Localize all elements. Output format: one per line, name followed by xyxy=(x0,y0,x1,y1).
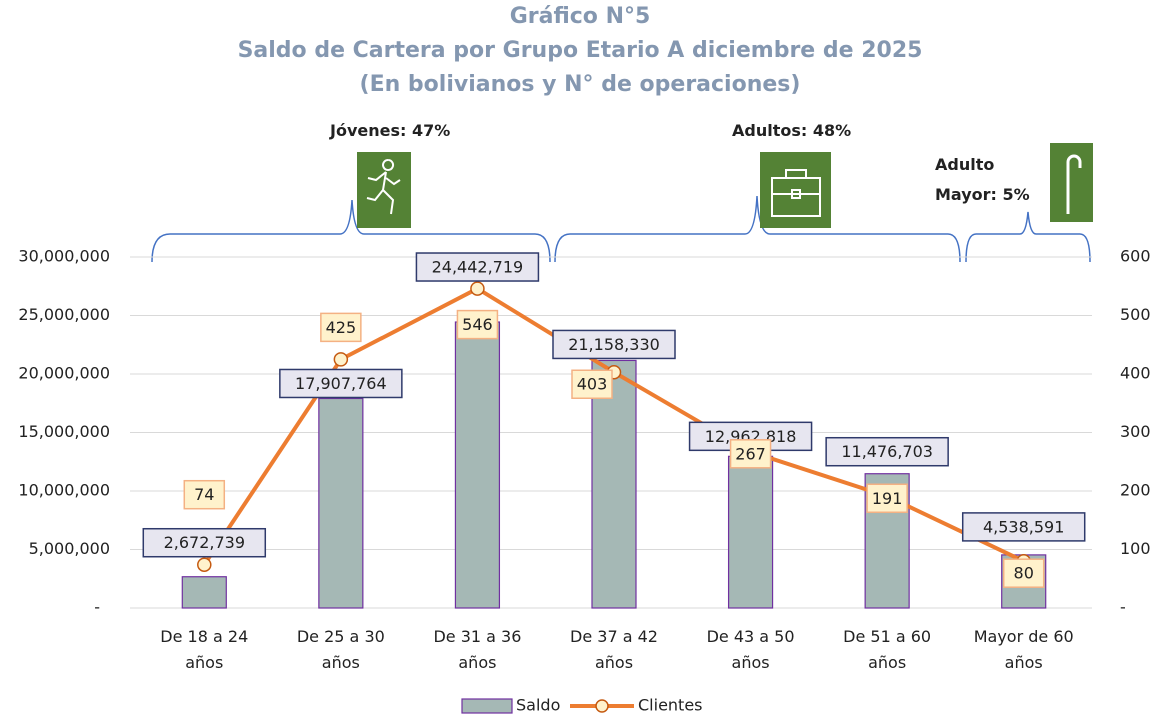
x-tick-label: Mayor de 60 años xyxy=(973,627,1074,672)
legend-marker xyxy=(595,699,609,713)
bar-label-box xyxy=(279,368,403,399)
line-label-box xyxy=(1002,558,1045,588)
line-label-box xyxy=(866,483,908,514)
annotation: Jóvenes: 47% xyxy=(330,121,451,140)
bar-label: 12,962,818 xyxy=(705,427,797,446)
line-label-box xyxy=(729,439,772,469)
bar xyxy=(727,455,774,609)
line-marker xyxy=(333,352,349,367)
line-label: 267 xyxy=(735,444,766,463)
bar-label: 11,476,703 xyxy=(841,442,933,461)
bar xyxy=(591,359,637,609)
bar-label: 17,907,764 xyxy=(295,374,387,393)
y2-tick-label: 400 xyxy=(1120,364,1151,383)
bar xyxy=(318,397,364,609)
line-label: 191 xyxy=(872,489,903,508)
line-marker xyxy=(470,281,485,296)
x-tick-label: De 37 a 42 años xyxy=(570,627,658,672)
y-tick-label: 20,000,000 xyxy=(18,364,110,383)
line-label: 546 xyxy=(462,315,493,334)
line-label-box xyxy=(183,479,226,510)
x-tick-label: De 43 a 50 años xyxy=(706,627,795,672)
bar-label: 21,158,330 xyxy=(568,335,660,354)
y-tick-label: - xyxy=(94,598,100,617)
bar-label: 24,442,719 xyxy=(432,258,524,277)
line-label-box xyxy=(456,309,499,340)
line-label: 425 xyxy=(326,318,357,337)
legend-label: Clientes xyxy=(638,696,703,715)
y-tick-label: 5,000,000 xyxy=(29,539,110,558)
y2-tick-label: - xyxy=(1120,598,1126,617)
y-tick-label: 30,000,000 xyxy=(18,247,110,266)
legend-label: Saldo xyxy=(516,696,560,715)
chart-title: (En bolivianos y N° de operaciones) xyxy=(359,72,801,97)
chart-title: Saldo de Cartera por Grupo Etario A dici… xyxy=(237,38,923,63)
line-label-box xyxy=(571,369,613,399)
y2-tick-label: 200 xyxy=(1120,481,1151,500)
chart-title: Gráfico N°5 xyxy=(509,4,651,29)
annotation: Adulto Mayor: 5% xyxy=(935,155,1030,204)
brackets xyxy=(151,195,1091,263)
bar-label-box xyxy=(961,512,1086,542)
line-label: 74 xyxy=(194,485,214,504)
line-label: 80 xyxy=(1014,564,1034,583)
annotation: Adultos: 48% xyxy=(732,121,852,140)
bar-label-box xyxy=(142,527,267,558)
x-tick-label: De 51 a 60 años xyxy=(843,627,932,672)
legend-swatch xyxy=(461,698,513,714)
bar-label: 4,538,591 xyxy=(983,517,1064,536)
line-marker xyxy=(197,557,212,572)
bar xyxy=(181,576,227,609)
y2-tick-label: 500 xyxy=(1120,305,1151,324)
x-tick-label: De 18 a 24 años xyxy=(160,627,249,672)
bar-label-box xyxy=(552,329,676,360)
y-tick-label: 25,000,000 xyxy=(18,305,110,324)
y-tick-label: 10,000,000 xyxy=(18,481,110,500)
line-label: 403 xyxy=(577,375,608,394)
line-label-box xyxy=(320,312,362,343)
bar-label-box xyxy=(415,252,540,282)
icons xyxy=(357,143,1093,228)
bar-label-box xyxy=(825,436,949,467)
bar xyxy=(454,321,501,609)
x-tick-label: De 25 a 30 años xyxy=(296,627,385,672)
bar-label: 2,672,739 xyxy=(164,533,245,552)
y2-tick-label: 600 xyxy=(1120,247,1151,266)
x-tick-label: De 31 a 36 años xyxy=(433,627,522,672)
y2-tick-label: 300 xyxy=(1120,422,1151,441)
y2-tick-label: 100 xyxy=(1120,539,1151,558)
y-tick-label: 15,000,000 xyxy=(18,422,110,441)
